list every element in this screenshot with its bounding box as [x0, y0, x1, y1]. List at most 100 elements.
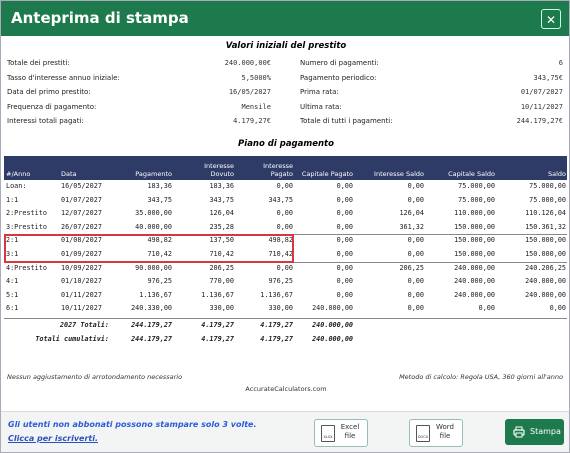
dialog-title: Anteprima di stampa — [11, 9, 189, 27]
table-cell: 35.000,00 — [135, 209, 172, 218]
totals-cell: 4.179,27 — [201, 321, 234, 329]
table-cell: 0,00 — [276, 263, 293, 272]
summary-value: 240.000,00€ — [224, 59, 271, 67]
close-button[interactable]: ✕ — [541, 9, 561, 29]
table-cell: 0,00 — [336, 277, 353, 286]
subscribe-link[interactable]: Clicca per iscriverti. — [8, 434, 99, 443]
table-cell: 183,36 — [209, 182, 234, 190]
table-cell: 4:Prestito — [6, 263, 47, 272]
table-cell: 1.136,67 — [260, 290, 293, 299]
summary-label: Pagamento periodico: — [300, 73, 377, 82]
summary-label: Interessi totali pagati: — [7, 117, 84, 125]
table-cell: 01/07/2027 — [61, 195, 102, 204]
method-note: Metodo di calcolo: Regola USA, 360 giorn… — [399, 373, 563, 381]
table-cell: 0,00 — [336, 290, 353, 299]
totals-separator — [4, 318, 567, 319]
table-cell: 01/11/2027 — [61, 290, 102, 299]
table-cell: 16/05/2027 — [61, 182, 102, 190]
table-cell: Loan: — [6, 182, 27, 190]
totals-cell: 4.179,27 — [201, 335, 234, 343]
dialog-header — [1, 1, 569, 36]
section-title: Valori iniziali del prestito — [225, 41, 347, 51]
table-cell: 0,00 — [336, 250, 353, 258]
button-label: Stampa — [530, 427, 561, 436]
highlight-box — [4, 234, 294, 264]
summary-value: Mensile — [241, 102, 271, 111]
table-cell: 150.000,00 — [525, 236, 566, 245]
table-cell: 01/09/2027 — [61, 250, 102, 258]
table-cell: 150.000,00 — [454, 236, 495, 245]
table-cell: 0,00 — [407, 250, 424, 258]
table-cell: 976,25 — [268, 277, 293, 286]
table-cell: 0,00 — [336, 182, 353, 190]
table-cell: 0,00 — [276, 182, 293, 190]
column-header: Interesse Saldo — [374, 170, 424, 178]
table-cell: 0,00 — [336, 209, 353, 218]
table-cell: 75.000,00 — [458, 182, 495, 190]
button-label: Word file — [436, 423, 454, 440]
column-header: Interesse Pagato — [263, 162, 293, 178]
table-cell: 0,00 — [407, 195, 424, 204]
table-cell: 110.126,04 — [525, 209, 566, 218]
table-cell: 361,32 — [399, 222, 424, 231]
column-header: Capitale Saldo — [448, 170, 495, 178]
table-cell: 0,00 — [276, 209, 293, 218]
section-title: Piano di pagamento — [238, 139, 334, 149]
table-cell: 75.000,00 — [529, 195, 566, 204]
table-cell: 710,42 — [209, 250, 234, 258]
table-cell: 183,36 — [147, 182, 172, 190]
summary-label: Totale dei prestiti: — [7, 59, 70, 67]
table-cell: 01/10/2027 — [61, 277, 102, 286]
table-cell: 240.000,00 — [312, 304, 353, 313]
table-cell: 75.000,00 — [529, 182, 566, 190]
column-header: Data — [61, 170, 77, 178]
table-cell: 498,82 — [147, 236, 172, 245]
table-cell: 0,00 — [407, 290, 424, 299]
print-button[interactable]: Stampa — [505, 419, 564, 445]
table-cell: 343,75 — [268, 195, 293, 204]
column-header: #/Anno — [6, 170, 31, 178]
summary-value: 244.179,27€ — [516, 117, 563, 125]
table-cell: 75.000,00 — [458, 195, 495, 204]
word-icon: DOCX — [416, 425, 430, 442]
summary-value: 343,75€ — [533, 73, 563, 82]
table-cell: 40.000,00 — [135, 222, 172, 231]
table-cell: 137,50 — [209, 236, 234, 245]
table-cell: 0,00 — [478, 304, 495, 313]
column-header: Capitale Pagato — [301, 170, 353, 178]
table-cell: 90.000,00 — [135, 263, 172, 272]
table-cell: 343,75 — [147, 195, 172, 204]
table-cell: 240.000,00 — [525, 277, 566, 286]
rounding-note: Nessun aggiustamento di arrotondamento n… — [7, 373, 183, 381]
footer-bar — [1, 411, 569, 452]
table-cell: 0,00 — [336, 263, 353, 272]
totals-cell: 240.000,00 — [312, 321, 353, 329]
table-cell: 126,04 — [209, 209, 234, 218]
totals-cell: 244.179,27 — [131, 335, 172, 343]
table-cell: 6:1 — [6, 304, 19, 313]
table-cell: 110.000,00 — [454, 209, 495, 218]
table-cell: 240.000,00 — [454, 277, 495, 286]
totals-cell: 4.179,27 — [260, 321, 293, 329]
summary-value: 01/07/2027 — [520, 88, 563, 96]
word-button[interactable]: DOCX Word file — [409, 419, 463, 447]
table-cell: 498,82 — [268, 236, 293, 245]
table-cell: 150.000,00 — [454, 222, 495, 231]
summary-value: 5,5000% — [241, 73, 271, 82]
table-cell: 10/09/2027 — [61, 263, 102, 272]
table-cell: 240.206,25 — [525, 263, 566, 272]
column-header: Saldo — [547, 170, 566, 178]
table-cell: 2:Prestito — [6, 209, 47, 218]
summary-label: Frequenza di pagamento: — [7, 102, 97, 111]
table-cell: 235,28 — [209, 222, 234, 231]
totals-cell: 244.179,27 — [131, 321, 172, 329]
table-cell: 0,00 — [549, 304, 566, 313]
table-cell: 5:1 — [6, 290, 19, 299]
table-cell: 770,00 — [209, 277, 234, 286]
excel-button[interactable]: XLSX Excel file — [314, 419, 368, 447]
table-cell: 0,00 — [276, 222, 293, 231]
table-cell: 0,00 — [336, 195, 353, 204]
table-cell: 240.000,00 — [454, 290, 495, 299]
table-cell: 12/07/2027 — [61, 209, 102, 218]
